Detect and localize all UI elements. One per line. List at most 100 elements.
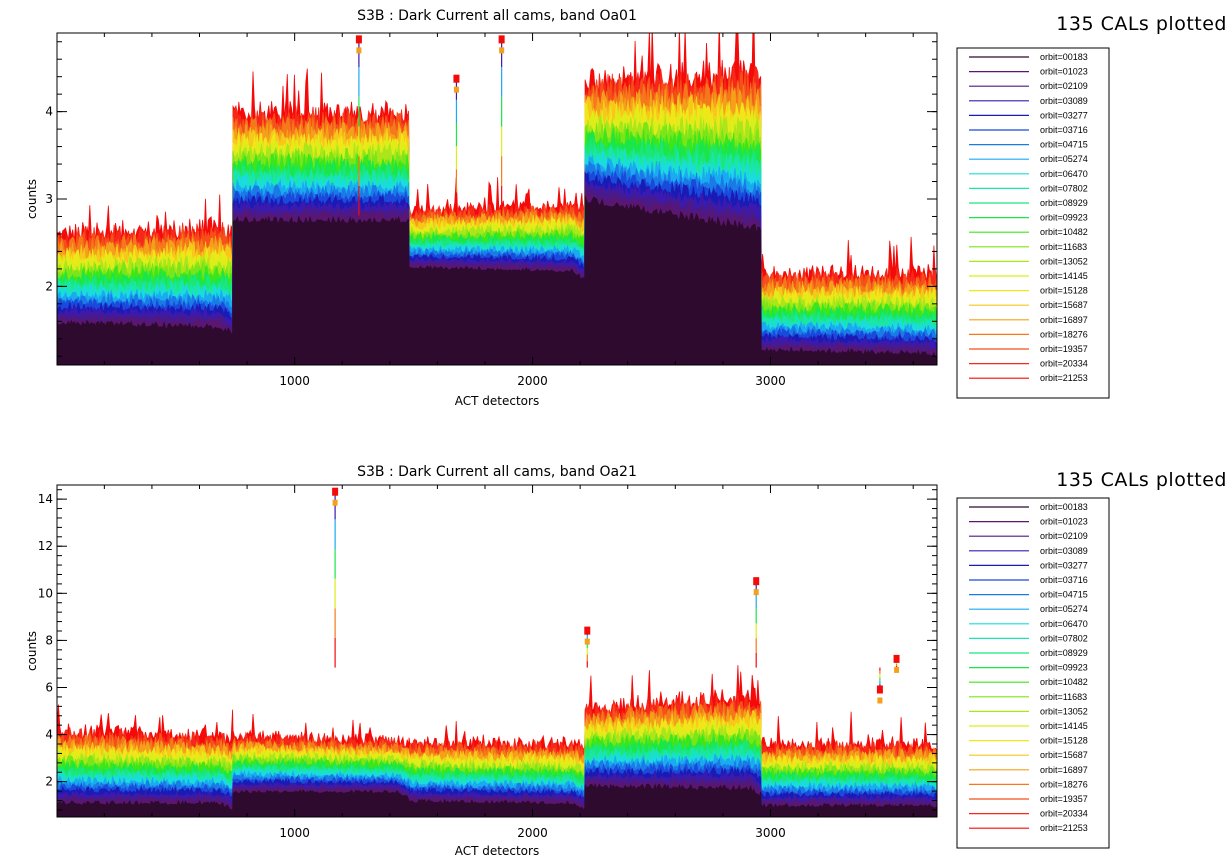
y-tick-label: 8 [45,633,53,647]
legend-entry: orbit=15687 [969,300,1088,310]
legend-label: orbit=21253 [1040,823,1088,833]
legend-oa01: orbit=00183 orbit=01023 orbit=02109 orbit=0… [956,47,1110,399]
y-tick-label: 2 [45,775,53,789]
plot-frame-oa21 [56,484,938,818]
legend-label: orbit=07802 [1040,183,1088,193]
legend-label: orbit=20334 [1040,359,1088,369]
legend-label: orbit=08929 [1040,648,1088,658]
legend-label: orbit=19357 [1040,794,1088,804]
legend-label: orbit=16897 [1040,315,1088,325]
legend-label: orbit=18276 [1040,329,1088,339]
cals-plotted-note-oa01: 135 CALs plotted [1056,13,1227,35]
legend-entry: orbit=07802 [969,183,1088,193]
legend-label: orbit=06470 [1040,169,1088,179]
legend-entry: orbit=13052 [969,256,1088,266]
legend-entry: orbit=03089 [969,546,1088,556]
outlier-spike [876,667,883,704]
legend-entry: orbit=19357 [969,794,1088,804]
outlier-spike [498,35,505,216]
legend-entry: orbit=03277 [969,560,1088,570]
cals-plotted-note-oa21: 135 CALs plotted [1056,469,1227,491]
data-points-oa21 [57,487,937,817]
legend-label: orbit=19357 [1040,344,1088,354]
legend-label: orbit=00183 [1040,52,1088,62]
legend-label: orbit=03716 [1040,575,1088,585]
legend-label: orbit=14145 [1040,721,1088,731]
legend-label: orbit=07802 [1040,633,1088,643]
legend-oa21: orbit=00183 orbit=01023 orbit=02109 orbit=0… [956,497,1110,849]
y-tick-label: 2 [45,279,53,293]
y-tick-label: 3 [45,192,53,206]
legend-entry: orbit=15687 [969,750,1088,760]
legend-entry: orbit=02109 [969,531,1088,541]
legend-entry: orbit=08929 [969,198,1088,208]
legend-entry: orbit=03716 [969,575,1088,585]
legend-label: orbit=06470 [1040,619,1088,629]
legend-entry: orbit=02109 [969,81,1088,91]
legend-label: orbit=03089 [1040,96,1088,106]
legend-label: orbit=02109 [1040,81,1088,91]
y-tick-label: 10 [38,586,53,600]
y-tick-label: 12 [38,539,53,553]
legend-entry: orbit=09923 [969,663,1088,673]
x-tick-label: 3000 [755,374,786,388]
legend-label: orbit=03716 [1040,125,1088,135]
legend-label: orbit=02109 [1040,531,1088,541]
legend-label: orbit=04715 [1040,590,1088,600]
outlier-spike [355,35,362,216]
x-tick-label: 2000 [517,826,548,840]
legend-label: orbit=15687 [1040,300,1088,310]
legend-label: orbit=13052 [1040,706,1088,716]
y-tick-label: 4 [45,105,53,119]
outlier-spike [332,487,339,668]
x-tick-label: 2000 [517,374,548,388]
axis-ticks-oa01: 1000 2000 3000 2 3 4 [45,33,937,388]
legend-label: orbit=05274 [1040,604,1088,614]
y-tick-label: 6 [45,680,53,694]
outlier-spike [453,74,460,216]
legend-entry: orbit=10482 [969,677,1088,687]
legend-label: orbit=14145 [1040,271,1088,281]
y-tick-label: 4 [45,728,53,742]
legend-label: orbit=00183 [1040,502,1088,512]
x-tick-label: 1000 [279,826,310,840]
legend-label: orbit=21253 [1040,373,1088,383]
chart-title-oa21: S3B : Dark Current all cams, band Oa21 [357,464,637,480]
legend-label: orbit=15128 [1040,736,1088,746]
legend-entry: orbit=07802 [969,633,1088,643]
legend-label: orbit=08929 [1040,198,1088,208]
legend-label: orbit=01023 [1040,517,1088,527]
legend-entry: orbit=04715 [969,590,1088,600]
legend-entry: orbit=08929 [969,648,1088,658]
legend-entry: orbit=00183 [969,52,1088,62]
outlier-spike [753,577,760,668]
legend-entry: orbit=05274 [969,604,1088,614]
legend-entry: orbit=05274 [969,154,1088,164]
series-band-orbit-00183 [57,783,937,817]
legend-label: orbit=03089 [1040,546,1088,556]
legend-label: orbit=11683 [1040,242,1087,252]
legend-label: orbit=09923 [1040,663,1088,673]
legend-entry: orbit=03716 [969,125,1088,135]
y-axis-label-oa21: counts [25,631,39,671]
x-axis-label-oa21: ACT detectors [455,844,539,858]
legend-label: orbit=04715 [1040,140,1088,150]
legend-entry: orbit=13052 [969,706,1088,716]
legend-entry: orbit=03277 [969,110,1088,120]
chart-title-oa01: S3B : Dark Current all cams, band Oa01 [357,8,637,24]
legend-label: orbit=09923 [1040,213,1088,223]
legend-entry: orbit=21253 [969,823,1088,833]
legend-entry: orbit=04715 [969,140,1088,150]
legend-entry: orbit=10482 [969,227,1088,237]
series-band-orbit-00183 [57,195,937,365]
legend-entry: orbit=21253 [969,373,1088,383]
legend-label: orbit=13052 [1040,256,1088,266]
outlier-spike [893,654,900,673]
legend-entry: orbit=14145 [969,271,1088,281]
data-points-oa01 [57,33,937,365]
legend-entry: orbit=09923 [969,213,1088,223]
legend-entry: orbit=16897 [969,765,1088,775]
outlier-spike [584,626,591,668]
x-axis-label-oa01: ACT detectors [455,394,539,408]
chart-panel-oa01: S3B : Dark Current all cams, band Oa01 1… [25,8,1227,408]
